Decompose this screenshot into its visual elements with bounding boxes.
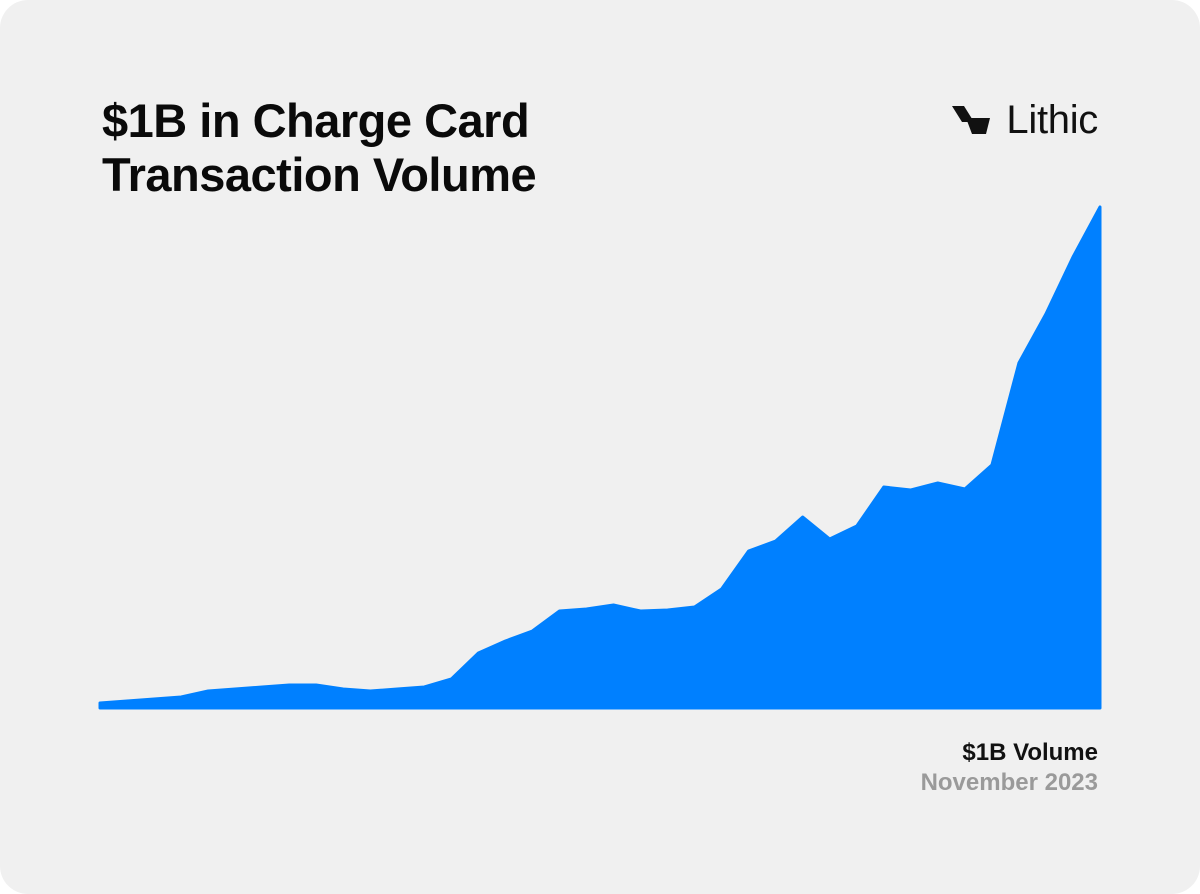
data-point — [396, 688, 399, 690]
data-point — [666, 609, 669, 611]
data-point — [99, 702, 101, 704]
brand-logo: Lithic — [952, 98, 1098, 142]
data-point — [288, 684, 291, 686]
data-point — [801, 516, 804, 518]
data-point — [612, 604, 615, 606]
data-point — [828, 538, 831, 540]
data-point — [909, 489, 912, 491]
data-point — [855, 525, 858, 527]
data-point — [1017, 362, 1020, 364]
data-point — [990, 464, 993, 466]
data-point — [693, 606, 696, 608]
data-point — [585, 608, 588, 610]
chart-title-line-1: $1B in Charge Card — [102, 94, 530, 147]
volume-label: $1B Volume — [962, 739, 1098, 766]
data-point — [639, 610, 642, 612]
data-point — [882, 486, 885, 488]
data-point — [1072, 256, 1074, 258]
data-point — [369, 690, 372, 692]
data-point — [558, 610, 561, 612]
data-points — [99, 206, 1101, 704]
date-label: November 2023 — [920, 769, 1098, 796]
volume-area — [98, 205, 1102, 710]
data-point — [450, 678, 453, 680]
data-point — [1044, 313, 1047, 315]
data-point — [126, 700, 128, 702]
brand-name: Lithic — [1006, 97, 1098, 142]
data-point — [180, 696, 183, 698]
chart-footer: $1B Volume November 2023 — [921, 738, 1098, 798]
data-point — [153, 698, 156, 700]
data-point — [963, 488, 966, 490]
data-point — [423, 686, 426, 688]
data-point — [477, 652, 480, 654]
data-point — [504, 640, 507, 642]
data-point — [207, 690, 210, 692]
data-point — [936, 482, 939, 484]
data-point — [234, 688, 237, 690]
data-point — [315, 684, 318, 686]
chart-title: $1B in Charge Card Transaction Volume — [102, 94, 537, 202]
lithic-logo-icon — [952, 106, 991, 134]
data-point — [531, 630, 534, 632]
data-point — [1099, 206, 1101, 208]
chart-title-line-2: Transaction Volume — [102, 148, 537, 201]
data-point — [747, 550, 750, 552]
data-point — [342, 688, 345, 690]
data-point — [774, 540, 777, 542]
data-point — [261, 686, 264, 688]
data-point — [720, 588, 723, 590]
